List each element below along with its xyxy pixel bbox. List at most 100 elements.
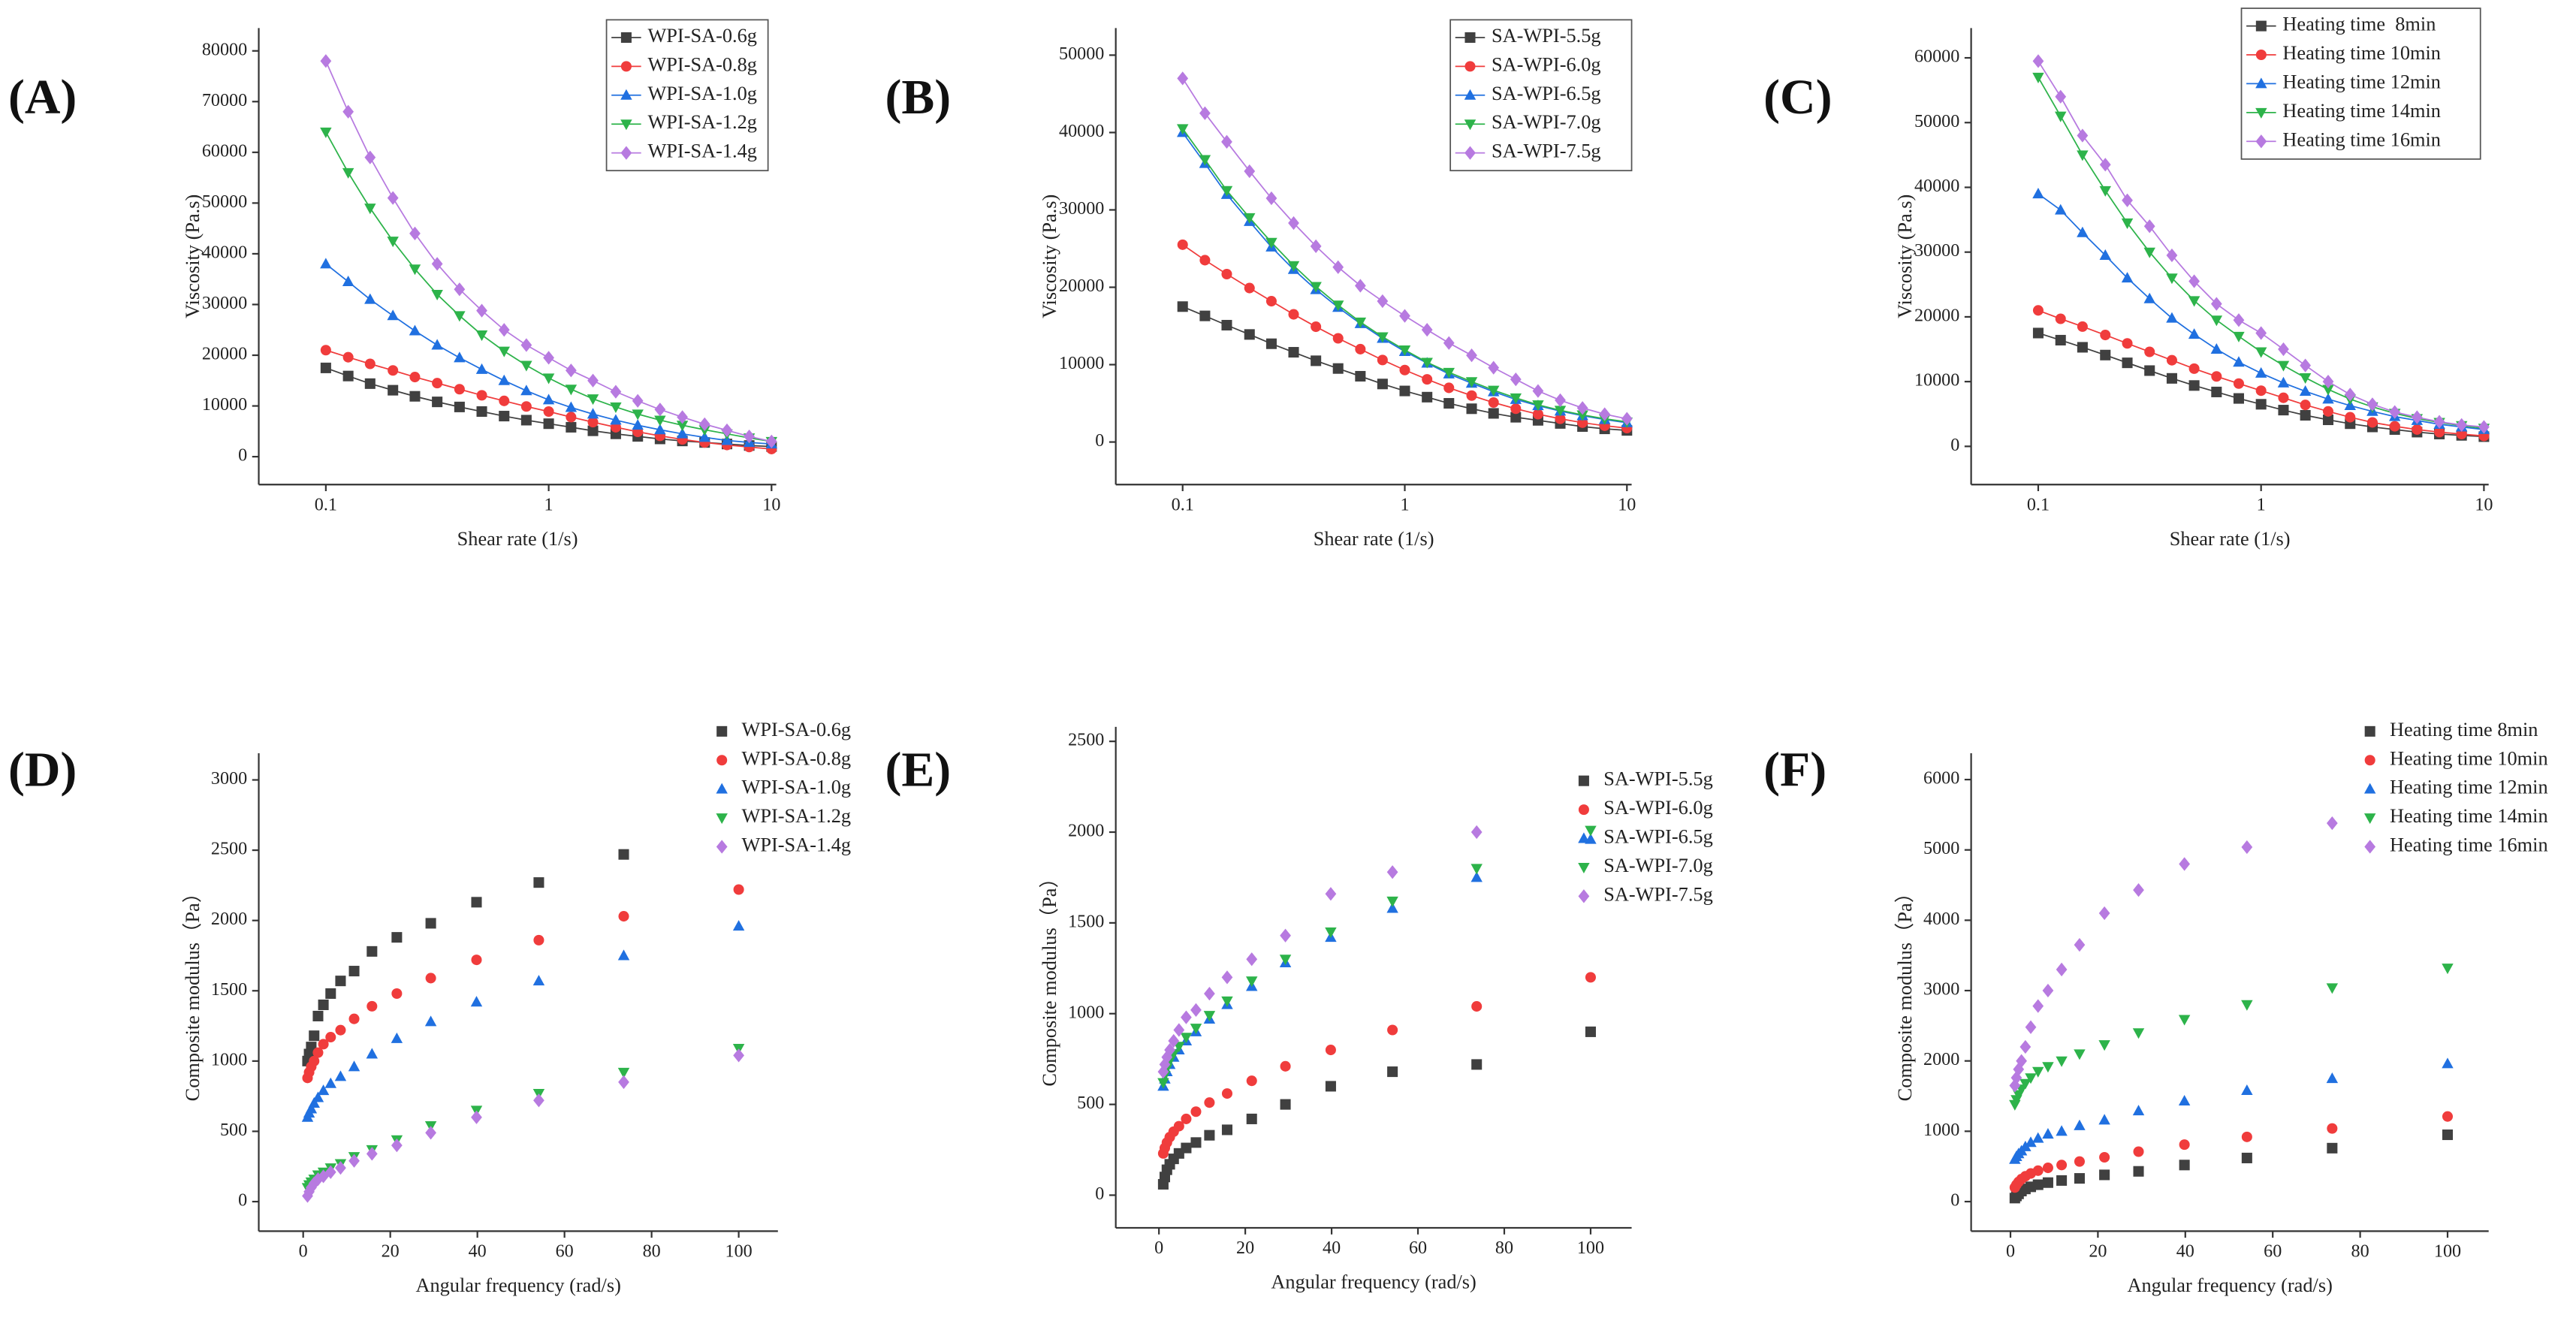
legend-label: Heating time 8min <box>2282 14 2436 35</box>
data-point <box>2032 54 2044 68</box>
x-axis-label: Shear rate (1/s) <box>457 528 578 550</box>
data-point <box>475 363 488 374</box>
data-point <box>409 372 421 383</box>
legend-marker <box>2255 20 2267 32</box>
y-tick-label: 0 <box>1095 1184 1104 1204</box>
data-point <box>733 884 744 895</box>
data-point <box>499 395 510 406</box>
data-point <box>1157 1078 1169 1089</box>
data-point <box>2032 1066 2044 1078</box>
data-point <box>1399 385 1410 397</box>
data-point <box>632 409 644 421</box>
data-point <box>320 54 332 68</box>
x-tick-label: 20 <box>1236 1238 1254 1258</box>
data-point <box>2025 1073 2037 1084</box>
data-point <box>1199 310 1211 321</box>
x-tick-label: 40 <box>1323 1238 1341 1258</box>
legend-marker <box>716 755 728 766</box>
data-point <box>2025 1020 2037 1034</box>
data-point <box>2074 1049 2086 1060</box>
data-point <box>2233 313 2245 327</box>
data-point <box>1332 260 1344 274</box>
y-tick-label: 20000 <box>1059 276 1104 296</box>
x-axis-label: Shear rate (1/s) <box>1314 528 1434 550</box>
data-point <box>2056 1056 2068 1067</box>
data-point <box>1510 403 1522 415</box>
data-point <box>1354 279 1366 293</box>
data-point <box>1554 406 1567 417</box>
data-point <box>409 324 421 336</box>
data-point <box>325 988 336 1000</box>
data-point <box>2019 1078 2032 1090</box>
data-point <box>1576 410 1588 421</box>
y-tick-label: 1500 <box>211 979 247 1000</box>
y-axis-label: Viscosity (Pa.s) <box>1039 195 1060 318</box>
legend-marker <box>1464 61 1476 72</box>
data-point <box>318 1039 329 1050</box>
data-point <box>454 311 466 322</box>
legend-box <box>2240 8 2481 160</box>
y-tick-label: 0 <box>1095 430 1104 451</box>
data-point <box>348 1013 360 1024</box>
data-point <box>1280 928 1291 942</box>
data-point <box>305 1102 318 1114</box>
data-point <box>2055 334 2066 345</box>
data-point <box>1221 1088 1232 1099</box>
y-tick-label: 10000 <box>1059 353 1104 373</box>
data-point <box>2010 1071 2022 1085</box>
x-tick-label: 0 <box>2006 1241 2015 1261</box>
x-tick-label: 80 <box>1495 1238 1513 1258</box>
data-point <box>2210 342 2223 354</box>
y-tick-label: 3000 <box>211 768 247 789</box>
data-point <box>2255 347 2267 358</box>
y-tick-label: 60000 <box>202 140 247 161</box>
x-tick-label: 10 <box>2475 494 2493 514</box>
data-point <box>312 1047 324 1058</box>
data-point <box>2389 405 2401 419</box>
legend-label: Heating time 12min <box>2390 777 2548 798</box>
y-tick-label: 2000 <box>1068 821 1104 841</box>
data-point <box>2122 193 2133 207</box>
data-point <box>587 408 599 419</box>
y-tick-label: 0 <box>1950 435 1959 455</box>
data-point <box>388 365 399 376</box>
y-axis-label: Composite modulus（Pa） <box>182 883 204 1101</box>
data-point <box>318 1169 329 1184</box>
data-point <box>2042 1163 2053 1174</box>
x-axis-label: Angular frequency (rad/s) <box>415 1274 620 1296</box>
data-point <box>617 1067 630 1078</box>
y-tick-label: 500 <box>1077 1093 1104 1113</box>
data-point <box>2299 372 2312 385</box>
data-point <box>320 362 331 373</box>
x-tick-label: 0.1 <box>315 494 337 514</box>
data-point <box>342 351 354 363</box>
data-point <box>2019 1039 2032 1054</box>
data-point <box>2322 406 2334 417</box>
data-point <box>2055 111 2067 122</box>
x-tick-label: 40 <box>469 1241 487 1261</box>
legend-marker <box>1578 889 1590 903</box>
data-point <box>431 339 443 350</box>
data-point <box>520 401 532 412</box>
data-point <box>520 338 532 352</box>
legend-label: WPI-SA-1.2g <box>647 111 757 133</box>
data-point <box>1173 1120 1184 1132</box>
data-point <box>1621 412 1633 426</box>
data-point <box>425 1126 436 1140</box>
data-point <box>2074 1119 2086 1130</box>
data-point <box>2166 248 2178 263</box>
data-point <box>610 414 622 425</box>
data-point <box>2478 420 2490 434</box>
data-point <box>1471 1001 1483 1012</box>
data-point <box>476 390 487 401</box>
data-point <box>334 1070 347 1081</box>
y-tick-label: 40000 <box>1914 176 1959 196</box>
data-point <box>2099 249 2111 260</box>
data-point <box>1585 972 1596 983</box>
x-tick-label: 0.1 <box>2027 494 2050 514</box>
x-tick-label: 100 <box>1577 1238 1604 1258</box>
data-point <box>2299 385 2312 397</box>
data-point <box>1204 987 1215 1001</box>
data-point <box>2179 857 2191 871</box>
data-point <box>1180 1033 1193 1044</box>
